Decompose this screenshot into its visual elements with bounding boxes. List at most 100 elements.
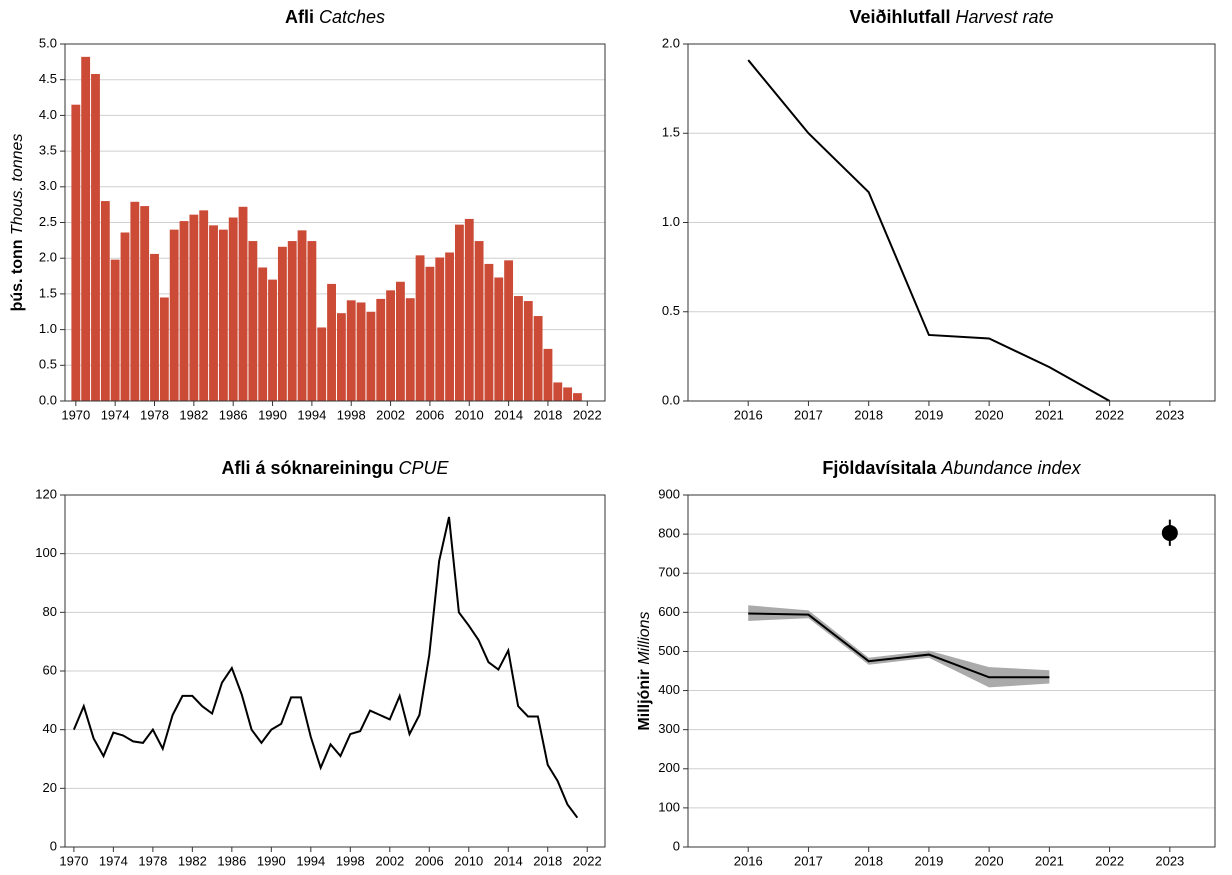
bar xyxy=(159,297,169,401)
x-tick-label: 2018 xyxy=(533,853,562,868)
y-tick-label: 700 xyxy=(658,565,680,580)
y-tick-label: 1.0 xyxy=(662,214,680,229)
y-label-bold: Milljónir xyxy=(636,669,653,730)
y-axis-label: þús. tonn Thous. tonnes xyxy=(9,134,26,312)
x-tick-label: 2020 xyxy=(975,407,1004,422)
bar xyxy=(573,393,582,401)
plot-frame xyxy=(687,43,1216,402)
bar xyxy=(523,301,533,401)
bar xyxy=(150,253,159,401)
confidence-band xyxy=(748,605,1050,688)
x-tick-label: 2023 xyxy=(1155,853,1184,868)
x-tick-label: 1978 xyxy=(138,853,167,868)
y-tick-label: 5.0 xyxy=(39,35,57,50)
bar xyxy=(405,298,415,401)
bar xyxy=(455,224,464,401)
bar xyxy=(238,206,248,401)
bar xyxy=(317,327,327,401)
plot-frame xyxy=(687,494,1216,848)
bar xyxy=(297,230,307,401)
bar xyxy=(91,73,100,401)
title-italic: Harvest rate xyxy=(955,7,1053,27)
bar xyxy=(258,267,268,401)
y-tick-label: 1.5 xyxy=(39,285,57,300)
x-tick-label: 2023 xyxy=(1155,407,1184,422)
title-italic: Catches xyxy=(319,7,385,27)
plot-frame xyxy=(64,494,606,848)
x-tick-label: 2014 xyxy=(494,407,523,422)
y-tick-label: 20 xyxy=(43,780,57,795)
y-tick-label: 0.0 xyxy=(662,392,680,407)
bar xyxy=(287,241,297,401)
bar xyxy=(386,290,395,401)
y-tick-label: 4.5 xyxy=(39,71,57,86)
y-tick-label: 100 xyxy=(35,545,57,560)
chart-title: Fjöldavísitala Abundance index xyxy=(822,458,1081,478)
chart-title: Afli á sóknareiningu CPUE xyxy=(221,458,449,478)
x-tick-label: 1970 xyxy=(59,853,88,868)
bar xyxy=(474,241,484,401)
x-tick-label: 2010 xyxy=(454,853,483,868)
y-tick-label: 300 xyxy=(658,721,680,736)
y-label-italic: Thous. tonnes xyxy=(9,134,26,235)
bar xyxy=(376,298,386,401)
title-bold: Fjöldavísitala xyxy=(822,458,937,478)
bar xyxy=(179,221,189,401)
y-tick-label: 2.0 xyxy=(39,250,57,265)
y-tick-label: 900 xyxy=(658,486,680,501)
y-label-bold: þús. tonn xyxy=(9,239,26,311)
bar xyxy=(209,225,218,401)
bar xyxy=(346,300,356,401)
bar xyxy=(100,201,110,401)
title-bold: Afli xyxy=(285,7,314,27)
bar xyxy=(268,279,277,401)
x-tick-label: 2021 xyxy=(1035,407,1064,422)
y-tick-label: 1.0 xyxy=(39,321,57,336)
bar xyxy=(504,260,514,401)
y-tick-label: 40 xyxy=(43,721,57,736)
x-tick-label: 1974 xyxy=(101,407,130,422)
y-tick-label: 2.0 xyxy=(662,35,680,50)
x-tick-label: 2017 xyxy=(794,407,823,422)
x-tick-label: 1982 xyxy=(178,853,207,868)
y-tick-label: 0.5 xyxy=(39,357,57,372)
x-tick-label: 2006 xyxy=(415,407,444,422)
x-tick-label: 1986 xyxy=(219,407,248,422)
x-tick-label: 2020 xyxy=(975,853,1004,868)
y-tick-label: 4.0 xyxy=(39,107,57,122)
y-tick-label: 80 xyxy=(43,604,57,619)
y-tick-label: 400 xyxy=(658,682,680,697)
x-tick-label: 2019 xyxy=(914,853,943,868)
x-tick-label: 1990 xyxy=(257,853,286,868)
plot-frame xyxy=(64,43,606,402)
title-italic: CPUE xyxy=(399,458,450,478)
x-tick-label: 2006 xyxy=(415,853,444,868)
bar xyxy=(218,229,228,401)
y-label-italic: Millions xyxy=(636,611,653,664)
y-tick-label: 0.5 xyxy=(662,303,680,318)
x-tick-label: 1970 xyxy=(61,407,90,422)
bar xyxy=(425,266,435,401)
bar xyxy=(248,241,258,401)
bar xyxy=(415,255,425,401)
bar xyxy=(307,241,317,401)
y-tick-label: 0 xyxy=(50,838,57,853)
y-axis-label: Milljónir Millions xyxy=(636,611,653,730)
x-tick-label: 2014 xyxy=(494,853,523,868)
x-tick-label: 2022 xyxy=(573,407,602,422)
chart-title: Afli Catches xyxy=(285,7,385,27)
bar xyxy=(494,277,504,401)
bar xyxy=(120,232,130,401)
x-tick-label: 1994 xyxy=(296,853,325,868)
bar xyxy=(464,218,474,401)
line xyxy=(748,612,1050,679)
x-tick-label: 2017 xyxy=(794,853,823,868)
bar xyxy=(356,302,366,401)
x-tick-label: 2018 xyxy=(854,407,883,422)
line xyxy=(72,516,579,819)
x-tick-label: 2022 xyxy=(1095,853,1124,868)
bar xyxy=(228,217,238,401)
x-tick-label: 2018 xyxy=(854,853,883,868)
bar xyxy=(81,56,91,402)
